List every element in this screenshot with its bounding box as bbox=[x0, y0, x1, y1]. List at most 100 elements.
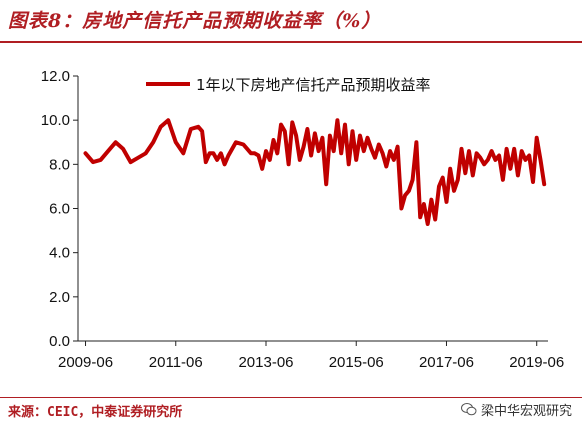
data-point bbox=[265, 150, 267, 152]
data-point bbox=[159, 126, 162, 128]
data-point bbox=[167, 119, 169, 121]
data-point bbox=[287, 163, 290, 166]
data-point bbox=[253, 152, 256, 155]
data-point bbox=[122, 148, 124, 150]
data-point bbox=[513, 148, 515, 150]
data-point bbox=[366, 137, 369, 139]
data-point bbox=[276, 152, 279, 155]
data-point bbox=[520, 150, 523, 152]
y-tick-label: 12.0 bbox=[41, 68, 70, 85]
data-point bbox=[543, 183, 545, 185]
x-tick-label: 2011-06 bbox=[149, 354, 203, 371]
x-tick-label: 2009-06 bbox=[58, 354, 113, 371]
data-point bbox=[370, 148, 373, 150]
data-point bbox=[389, 150, 391, 152]
title-divider bbox=[0, 41, 582, 43]
data-point bbox=[411, 179, 414, 181]
data-point bbox=[396, 145, 399, 148]
data-point bbox=[441, 176, 444, 179]
data-point bbox=[190, 128, 192, 130]
data-point bbox=[137, 156, 139, 159]
data-point bbox=[261, 168, 264, 170]
source-note: 来源：CEIC，中泰证券研究所 bbox=[8, 405, 183, 420]
data-point bbox=[227, 154, 230, 157]
data-point bbox=[472, 174, 474, 177]
data-point bbox=[284, 130, 286, 132]
data-point bbox=[457, 179, 459, 181]
data-point bbox=[535, 137, 538, 139]
data-point bbox=[344, 123, 346, 126]
data-point bbox=[235, 141, 237, 144]
data-point bbox=[220, 152, 222, 155]
data-point bbox=[359, 134, 361, 137]
data-point bbox=[449, 168, 452, 170]
data-point bbox=[479, 156, 482, 159]
data-point bbox=[84, 152, 87, 155]
data-point bbox=[351, 130, 354, 132]
data-point bbox=[505, 148, 508, 150]
y-tick-label: 0.0 bbox=[49, 333, 70, 350]
data-point bbox=[423, 203, 425, 205]
data-point bbox=[355, 159, 358, 161]
data-point bbox=[223, 163, 226, 166]
data-point bbox=[269, 159, 271, 161]
data-point bbox=[400, 207, 403, 210]
data-point bbox=[509, 168, 512, 170]
data-point bbox=[208, 152, 211, 155]
data-point bbox=[336, 119, 339, 121]
data-point bbox=[310, 154, 312, 157]
chart-axes bbox=[77, 76, 548, 342]
data-point bbox=[524, 159, 527, 161]
data-point bbox=[250, 152, 252, 155]
chart-series bbox=[83, 118, 547, 226]
data-point bbox=[363, 150, 365, 152]
data-point bbox=[490, 150, 493, 152]
y-tick-label: 8.0 bbox=[49, 156, 70, 173]
x-tick-label: 2013-06 bbox=[238, 354, 293, 371]
data-point bbox=[494, 159, 497, 161]
data-point bbox=[216, 159, 218, 161]
legend-label: 1年以下房地产信托产品预期收益率 bbox=[196, 76, 431, 94]
data-point bbox=[306, 128, 309, 130]
line-chart: 0.0 2.0 4.0 6.0 8.0 10.0 12.0 2009-06 2011-06 201… bbox=[41, 68, 564, 371]
x-tick-label: 2015-06 bbox=[329, 354, 384, 371]
data-point bbox=[212, 152, 215, 155]
data-point bbox=[257, 154, 260, 157]
data-point bbox=[325, 183, 328, 185]
data-point bbox=[532, 181, 534, 183]
data-point bbox=[317, 150, 320, 152]
data-point bbox=[445, 201, 448, 203]
data-point bbox=[426, 223, 429, 225]
x-tick-label: 2019-06 bbox=[509, 354, 564, 371]
data-point bbox=[460, 148, 463, 150]
source-divider bbox=[0, 397, 582, 398]
data-point bbox=[374, 156, 376, 159]
data-point bbox=[483, 163, 485, 166]
data-point bbox=[419, 216, 422, 219]
data-point bbox=[381, 152, 384, 155]
data-point bbox=[539, 159, 542, 161]
chart-title: 图表8：房地产信托产品预期收益率（%） bbox=[8, 10, 382, 32]
data-point bbox=[408, 190, 410, 192]
data-point bbox=[498, 154, 500, 157]
data-point bbox=[291, 121, 294, 124]
watermark: 梁中华宏观研究 bbox=[460, 400, 572, 419]
data-point bbox=[272, 139, 275, 141]
data-point bbox=[152, 141, 154, 144]
data-point bbox=[340, 152, 343, 155]
data-point bbox=[434, 218, 437, 221]
chart-ticks: 0.0 2.0 4.0 6.0 8.0 10.0 12.0 2009-06 2011-06 201… bbox=[41, 68, 564, 371]
data-point bbox=[299, 159, 301, 161]
data-point bbox=[201, 130, 203, 132]
data-point bbox=[415, 141, 418, 144]
data-point bbox=[329, 134, 331, 137]
data-point bbox=[92, 161, 94, 163]
y-tick-label: 6.0 bbox=[49, 201, 70, 218]
data-point bbox=[468, 150, 470, 152]
data-point bbox=[528, 154, 530, 157]
data-point bbox=[182, 152, 185, 155]
data-point bbox=[205, 161, 207, 163]
data-point bbox=[107, 150, 109, 152]
data-point bbox=[502, 179, 504, 181]
data-point bbox=[487, 159, 489, 161]
